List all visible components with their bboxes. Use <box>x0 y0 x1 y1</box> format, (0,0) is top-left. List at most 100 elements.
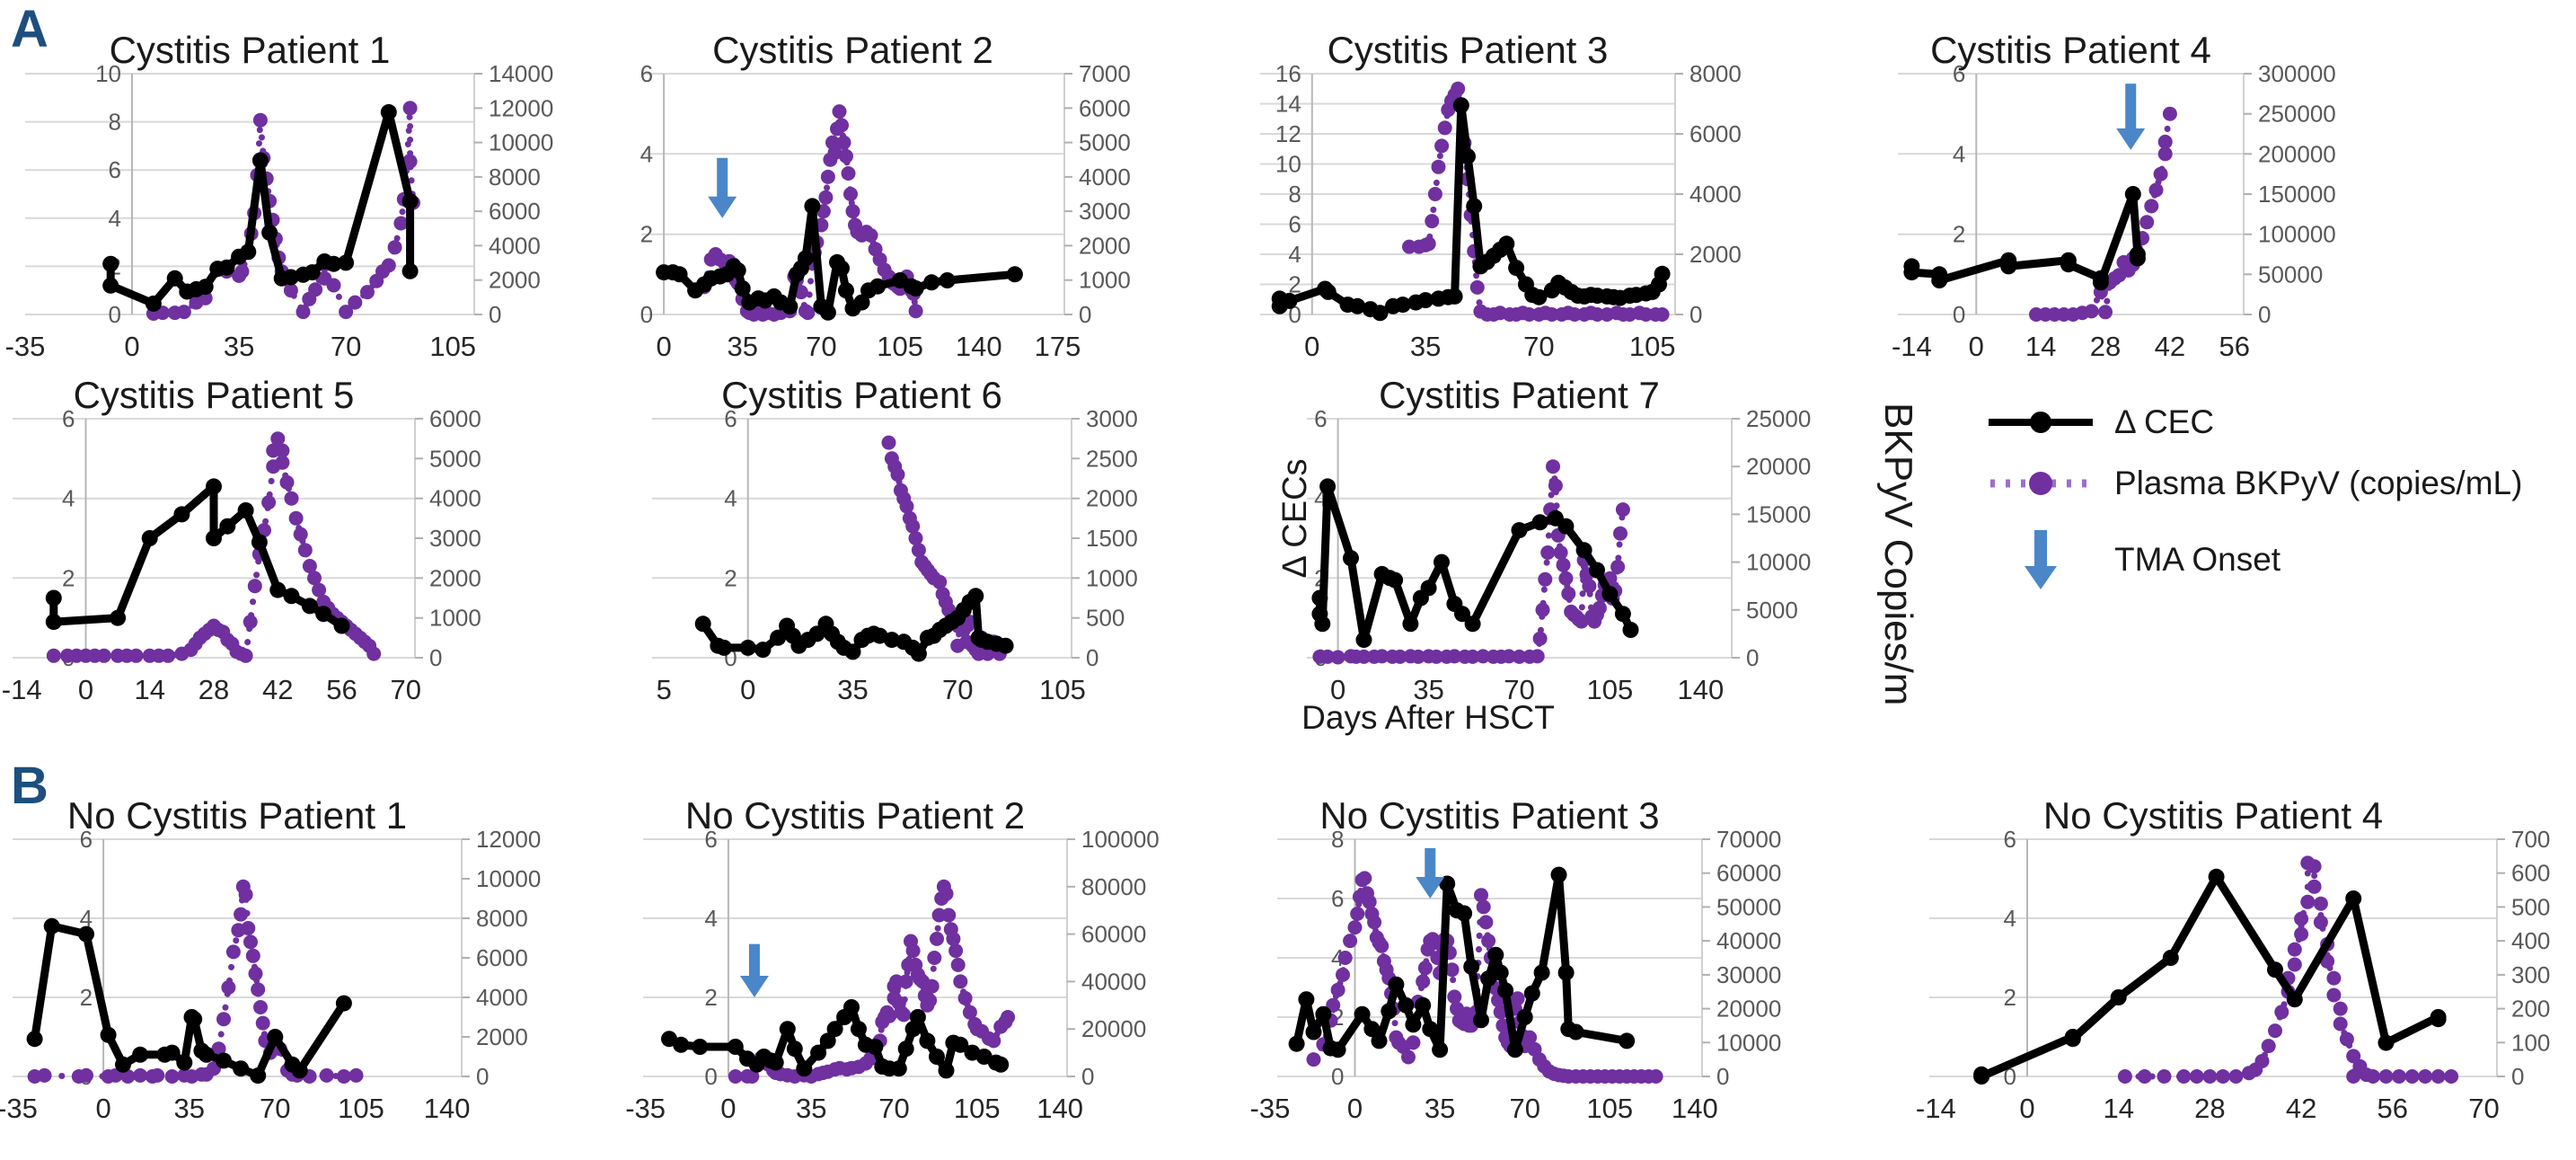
bkpyv-point <box>297 543 313 558</box>
right-axis-tick: 60000 <box>1716 860 1781 887</box>
bkpyv-point <box>1540 545 1556 560</box>
bkpyv-point <box>1374 938 1389 953</box>
days-after-hsct-axis-label: Days After HSCT <box>1301 699 1555 736</box>
cec-point <box>1550 866 1567 883</box>
cec-point <box>173 506 190 523</box>
right-axis-tick: 4000 <box>489 232 541 259</box>
x-axis-tick: -14 <box>1916 1093 1956 1124</box>
cec-point <box>1466 198 1483 215</box>
right-axis-tick: 250000 <box>2258 101 2336 128</box>
cec-point <box>1931 272 1948 288</box>
x-axis-tick: 105 <box>877 331 923 362</box>
cec-point <box>851 1021 867 1038</box>
bkpyv-point <box>1431 159 1446 174</box>
chart-title: No Cystitis Patient 4 <box>2043 794 2383 837</box>
cec-point <box>1531 288 1548 305</box>
right-axis-tick: 0 <box>1079 301 1091 328</box>
cec-point <box>78 925 94 943</box>
bkpyv-point <box>1522 1030 1538 1045</box>
cec-point <box>2345 890 2362 907</box>
cec-point <box>1567 1023 1584 1040</box>
cec-series-line <box>1292 871 1628 1054</box>
bkpyv-point <box>302 559 317 573</box>
cec-point <box>1497 982 1514 999</box>
cec-point <box>2060 256 2077 273</box>
x-axis-tick: 70 <box>331 331 361 362</box>
cec-point <box>853 294 870 311</box>
bkpyv-point <box>241 921 256 935</box>
x-axis-tick: 70 <box>878 1093 909 1124</box>
right-axis-tick: 12000 <box>476 826 541 853</box>
bkpyv-point <box>1474 888 1488 903</box>
bkpyv-point <box>1444 962 1460 978</box>
cec-point <box>1343 550 1359 567</box>
left-axis-tick: 6 <box>2004 826 2016 853</box>
bkpyv-point <box>1648 1069 1663 1084</box>
cec-point <box>938 1062 955 1079</box>
x-axis-tick: 70 <box>806 331 836 362</box>
right-axis-tick: 15000 <box>1746 500 1811 527</box>
right-axis-tick: 5000 <box>1079 129 1131 156</box>
x-axis-tick: 70 <box>391 674 421 705</box>
bkpyv-point <box>253 1000 268 1014</box>
bkpyv-point <box>911 543 926 558</box>
legend-label-cec: Δ CEC <box>2114 403 2215 440</box>
left-axis-tick: 4 <box>724 485 737 512</box>
bkpyv-point <box>161 648 176 663</box>
bkpyv-point <box>2153 166 2168 182</box>
right-axis-tick: 8000 <box>489 164 541 190</box>
bkpyv-point <box>845 204 860 219</box>
cec-point <box>102 255 119 272</box>
right-axis-tick: 7000 <box>1079 60 1131 87</box>
left-axis-tick: 6 <box>704 826 717 853</box>
x-axis-tick: 14 <box>134 674 164 705</box>
x-axis-tick: 105 <box>1039 674 1086 705</box>
bkpyv-point <box>1306 1052 1321 1067</box>
chart-no-cystitis-patient-2: 0 20000 40000 60000 80000 100000 0 2 4 6 -35 0 35 70 1… <box>625 766 1257 1154</box>
right-axis-tick: 10000 <box>1746 549 1811 576</box>
bkpyv-point <box>251 982 266 997</box>
bkpyv-point <box>176 305 191 320</box>
bkpyv-point <box>296 305 311 320</box>
x-axis-tick: 70 <box>2468 1093 2499 1124</box>
cec-point <box>251 152 269 169</box>
bkpyv-point <box>832 104 847 120</box>
panel-a-label: A <box>11 0 49 58</box>
bkpyv-point <box>79 1067 93 1083</box>
bkpyv-point <box>1434 138 1450 154</box>
right-axis-tick: 3000 <box>429 525 481 552</box>
x-axis-tick: 0 <box>78 674 93 705</box>
cec-point <box>952 1036 969 1053</box>
bkpyv-point <box>2254 1054 2270 1068</box>
cec-point <box>1305 1023 1322 1040</box>
cec-point <box>43 917 60 934</box>
left-axis-tick: 6 <box>62 405 75 432</box>
chart-cystitis-patient-2: 0 1000 2000 3000 4000 5000 6000 7000 0 2 4 6 0 35 70 10… <box>629 7 1244 367</box>
tma-arrow <box>2116 84 2146 150</box>
cec-point <box>1654 265 1671 282</box>
cec-point <box>869 278 887 295</box>
chart-title: Cystitis Patient 7 <box>1379 374 1660 416</box>
x-axis-tick: 70 <box>1509 1093 1539 1124</box>
cec-point <box>2110 989 2127 1005</box>
cec-point <box>1903 264 1920 281</box>
bkpyv-point <box>1374 649 1389 664</box>
x-axis-tick: 0 <box>720 1093 736 1124</box>
cec-point <box>216 1052 232 1069</box>
left-axis-tick: 0 <box>640 301 653 328</box>
right-axis-tick: 300 <box>2511 961 2550 988</box>
cec-point <box>1589 562 1605 579</box>
left-axis-tick: 6 <box>1288 211 1301 238</box>
right-axis-tick: 14000 <box>489 60 553 87</box>
bkpyv-point <box>1451 81 1466 96</box>
cec-point <box>335 995 352 1012</box>
left-axis-tick: 4 <box>109 205 121 232</box>
right-axis-tick: 2000 <box>1079 232 1131 259</box>
bkpyv-point <box>2157 146 2173 162</box>
cec-point <box>115 1056 131 1073</box>
cec-point <box>826 1021 843 1038</box>
bkpyv-point <box>360 285 375 300</box>
legend-item-bkpyv: Plasma BKPyV (copies/mL) <box>1987 464 2522 503</box>
x-axis-tick: 35 <box>1410 331 1441 362</box>
bkpyv-point <box>2189 1069 2204 1084</box>
